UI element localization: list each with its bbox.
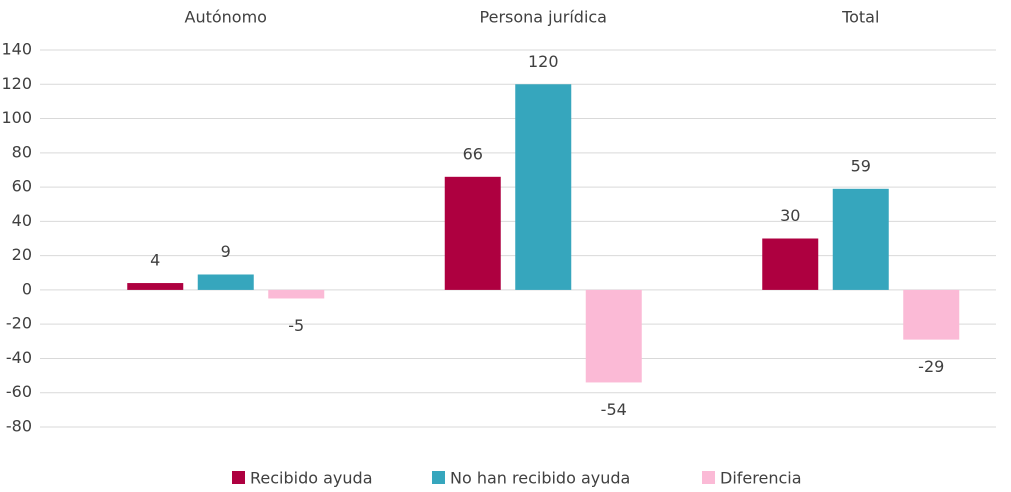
y-tick-label: 140 [1, 40, 32, 59]
bar [762, 238, 819, 290]
y-tick-label: -40 [6, 348, 32, 367]
bar [268, 289, 325, 299]
y-tick-label: 60 [12, 177, 32, 196]
bar [585, 289, 642, 383]
legend-swatch [432, 471, 445, 484]
category-label: Autónomo [185, 8, 267, 27]
y-tick-label: 40 [12, 211, 32, 230]
bar [832, 188, 889, 290]
legend-label: No han recibido ayuda [450, 469, 630, 488]
y-tick-label: -80 [6, 417, 32, 436]
y-tick-label: 20 [12, 245, 32, 264]
category-label: Persona jurídica [480, 8, 607, 27]
data-label: 59 [851, 156, 871, 175]
category-label: Total [841, 8, 879, 27]
legend-item: Recibido ayuda [232, 469, 373, 488]
y-tick-label: 0 [22, 279, 32, 298]
bar [197, 274, 254, 290]
data-label: -29 [918, 357, 944, 376]
bar [444, 176, 501, 290]
legend-item: No han recibido ayuda [432, 469, 630, 488]
legend-label: Recibido ayuda [250, 469, 373, 488]
data-label: 4 [150, 251, 160, 270]
y-tick-label: 120 [1, 74, 32, 93]
legend-swatch [232, 471, 245, 484]
legend-item: Diferencia [702, 469, 802, 488]
y-tick-label: -60 [6, 382, 32, 401]
y-tick-label: -20 [6, 314, 32, 333]
legend-label: Diferencia [720, 469, 802, 488]
bar [903, 289, 960, 340]
data-label: 66 [463, 144, 483, 163]
y-tick-label: 80 [12, 142, 32, 161]
data-label: 120 [528, 52, 559, 71]
bar [127, 283, 184, 290]
data-label: 9 [221, 242, 231, 261]
data-label: -5 [288, 316, 304, 335]
y-tick-label: 100 [1, 108, 32, 127]
data-label: -54 [601, 400, 627, 419]
data-label: 30 [780, 206, 800, 225]
legend-swatch [702, 471, 715, 484]
bar [515, 84, 572, 290]
